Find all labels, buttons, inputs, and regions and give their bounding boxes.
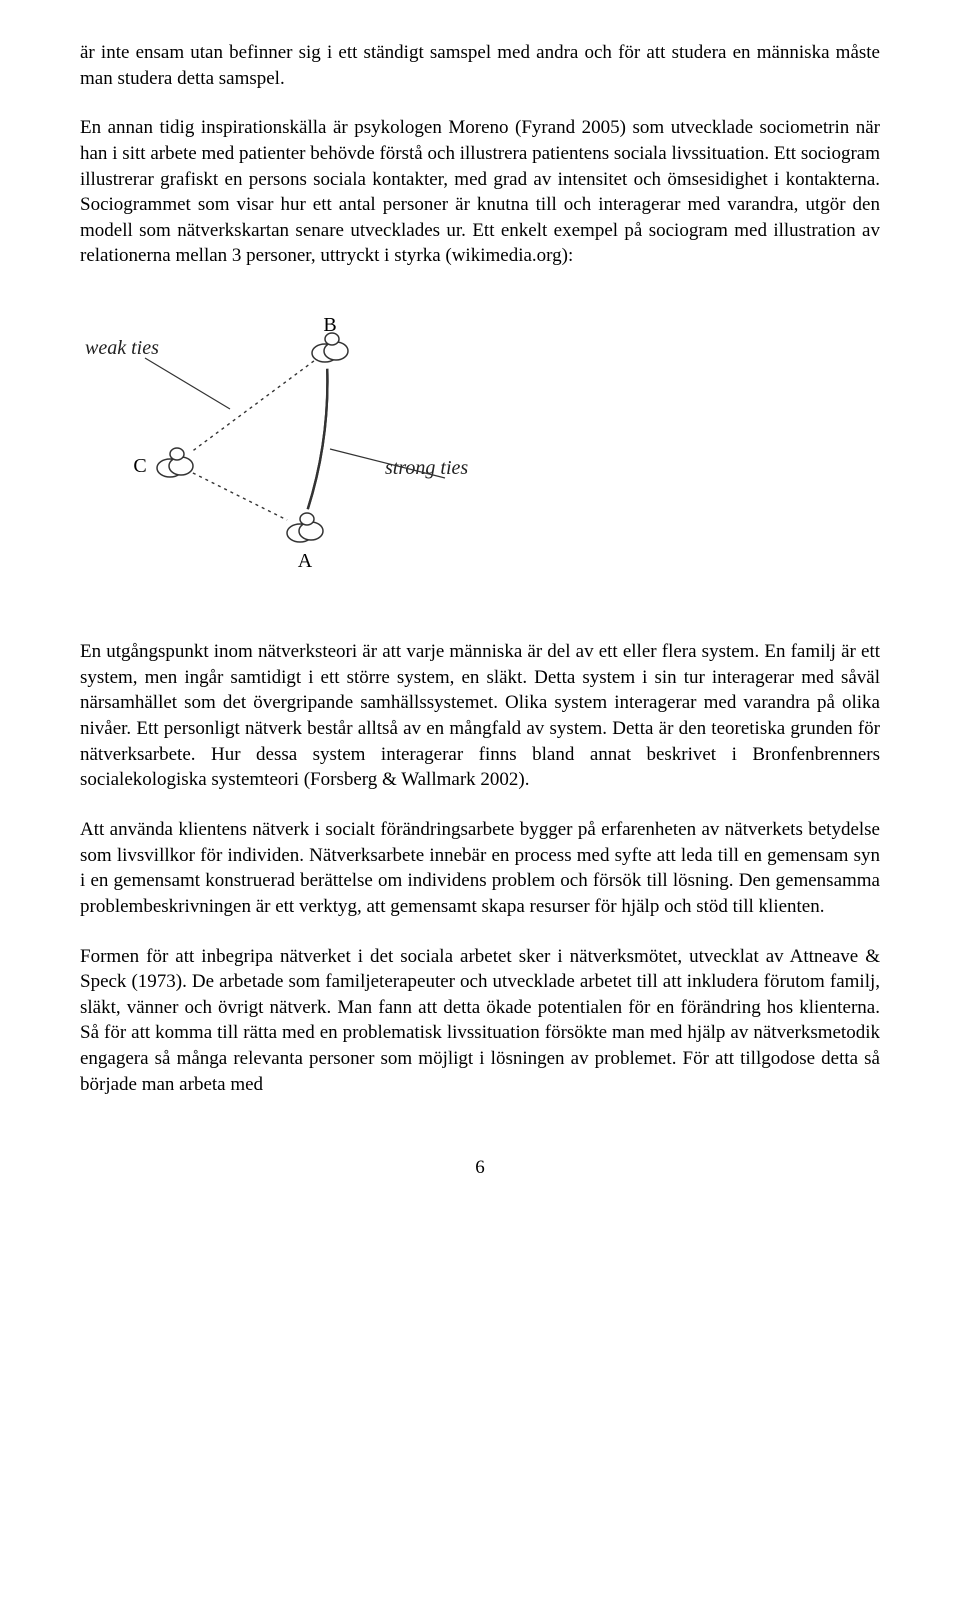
paragraph-3: En utgångspunkt inom nätverksteori är at…: [80, 639, 880, 793]
svg-text:A: A: [298, 550, 313, 572]
page-number: 6: [80, 1157, 880, 1179]
sociogram-svg: weak ties strong ties A B C: [80, 299, 500, 579]
sociogram-diagram: weak ties strong ties A B C: [80, 299, 880, 579]
paragraph-1: är inte ensam utan befinner sig i ett st…: [80, 40, 880, 91]
paragraph-2: En annan tidig inspirationskälla är psyk…: [80, 115, 880, 269]
paragraph-5: Formen för att inbegripa nätverket i det…: [80, 944, 880, 1098]
paragraph-4: Att använda klientens nätverk i socialt …: [80, 817, 880, 920]
svg-text:C: C: [133, 455, 146, 477]
svg-text:B: B: [323, 314, 336, 336]
svg-text:weak ties: weak ties: [85, 337, 159, 359]
svg-text:strong ties: strong ties: [385, 457, 468, 479]
